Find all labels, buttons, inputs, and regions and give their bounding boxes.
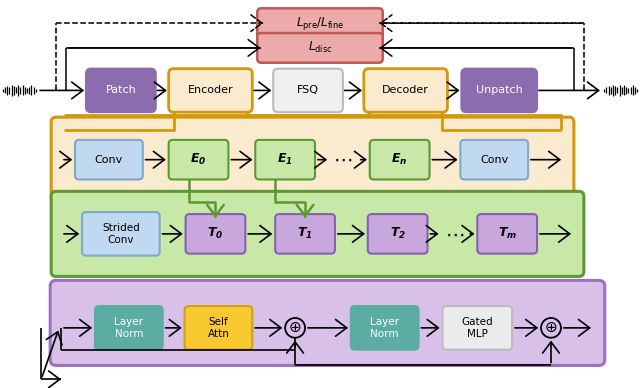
FancyBboxPatch shape (50, 281, 605, 365)
Text: Self
Attn: Self Attn (207, 317, 229, 339)
FancyBboxPatch shape (273, 69, 343, 112)
FancyBboxPatch shape (51, 117, 574, 202)
FancyBboxPatch shape (255, 140, 315, 180)
Text: Encoder: Encoder (188, 85, 234, 95)
Text: Strided
Conv: Strided Conv (102, 223, 140, 245)
Text: $L_{\rm pre}/L_{\rm fine}$: $L_{\rm pre}/L_{\rm fine}$ (296, 15, 344, 32)
FancyBboxPatch shape (370, 140, 429, 180)
FancyBboxPatch shape (275, 214, 335, 254)
Text: $\bfit{T}_m$: $\bfit{T}_m$ (497, 226, 517, 241)
Text: $\cdots$: $\cdots$ (445, 224, 464, 243)
FancyBboxPatch shape (257, 8, 383, 38)
FancyBboxPatch shape (351, 306, 419, 350)
Text: $\bfit{E}_1$: $\bfit{E}_1$ (277, 152, 293, 167)
Text: $\bfit{E}_n$: $\bfit{E}_n$ (392, 152, 408, 167)
Text: Unpatch: Unpatch (476, 85, 523, 95)
Text: $\bfit{T}_2$: $\bfit{T}_2$ (390, 226, 406, 241)
Text: Decoder: Decoder (382, 85, 429, 95)
Text: Layer
Norm: Layer Norm (370, 317, 399, 339)
Text: Gated
MLP: Gated MLP (461, 317, 493, 339)
Text: $\bfit{E}_0$: $\bfit{E}_0$ (190, 152, 207, 167)
Text: $\bfit{T}_0$: $\bfit{T}_0$ (207, 226, 223, 241)
FancyBboxPatch shape (368, 214, 428, 254)
FancyBboxPatch shape (75, 140, 143, 180)
FancyBboxPatch shape (442, 306, 512, 350)
FancyBboxPatch shape (184, 306, 252, 350)
Text: $\oplus$: $\oplus$ (544, 320, 557, 335)
FancyBboxPatch shape (169, 69, 252, 112)
FancyBboxPatch shape (51, 191, 584, 276)
Text: $\oplus$: $\oplus$ (289, 320, 302, 335)
FancyBboxPatch shape (186, 214, 245, 254)
Text: Layer
Norm: Layer Norm (115, 317, 143, 339)
Text: $\cdots$: $\cdots$ (333, 150, 353, 169)
Text: Patch: Patch (106, 85, 136, 95)
Text: $L_{\rm disc}$: $L_{\rm disc}$ (308, 40, 332, 55)
Text: Conv: Conv (95, 155, 123, 165)
Text: Conv: Conv (480, 155, 508, 165)
FancyBboxPatch shape (364, 69, 447, 112)
FancyBboxPatch shape (477, 214, 537, 254)
FancyBboxPatch shape (86, 69, 156, 112)
FancyBboxPatch shape (82, 212, 160, 256)
Text: $\bfit{T}_1$: $\bfit{T}_1$ (297, 226, 313, 241)
FancyBboxPatch shape (257, 33, 383, 63)
FancyBboxPatch shape (460, 140, 528, 180)
FancyBboxPatch shape (461, 69, 537, 112)
FancyBboxPatch shape (169, 140, 228, 180)
FancyBboxPatch shape (95, 306, 163, 350)
Text: FSQ: FSQ (297, 85, 319, 95)
